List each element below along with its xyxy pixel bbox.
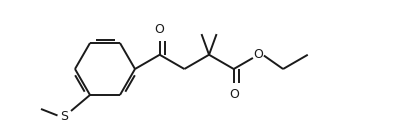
Text: O: O: [155, 23, 165, 36]
Text: O: O: [229, 88, 239, 101]
Text: S: S: [60, 110, 68, 123]
Text: O: O: [253, 48, 263, 61]
